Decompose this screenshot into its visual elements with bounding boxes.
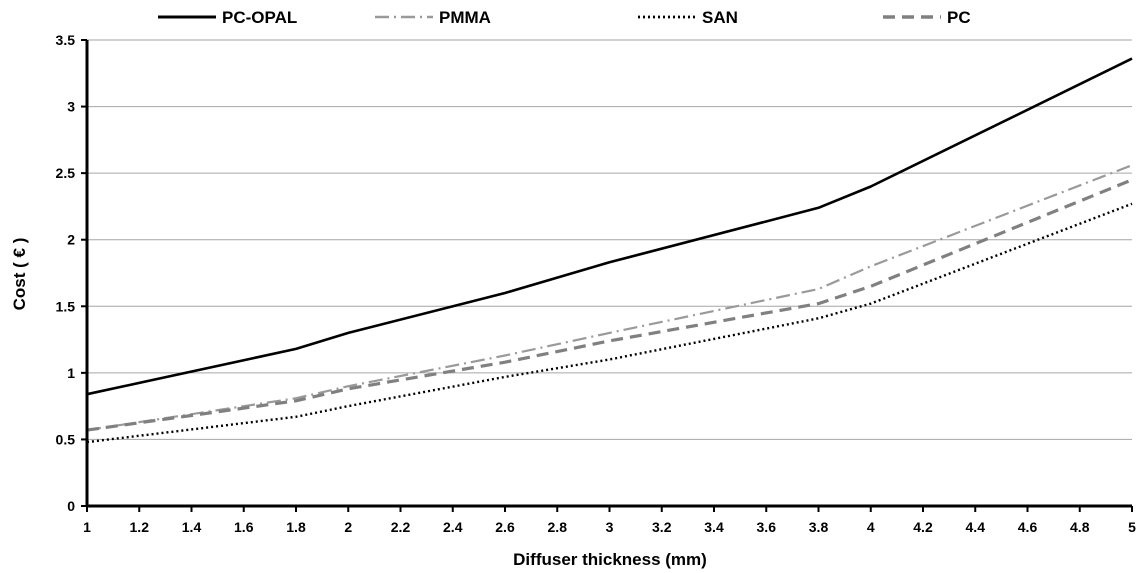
y-tick-label: 3	[67, 99, 75, 115]
y-tick-label: 1.5	[56, 298, 76, 314]
y-tick-label: 2.5	[56, 165, 76, 181]
y-axis-title: Cost ( € )	[10, 238, 29, 311]
legend-label-pc: PC	[947, 8, 971, 27]
x-tick-label: 3.6	[757, 519, 777, 535]
x-tick-label: 2	[344, 519, 352, 535]
series-line-san	[86, 202, 1133, 444]
x-tick-label: 3	[606, 519, 614, 535]
x-tick-label: 2.2	[391, 519, 411, 535]
x-tick-label: 1.8	[286, 519, 306, 535]
legend-label-pc-opal: PC-OPAL	[222, 8, 297, 27]
series-line-pc	[86, 178, 1133, 432]
legend: PC-OPAL PMMA SAN PC	[158, 8, 971, 27]
y-tick-label: 0	[67, 498, 75, 514]
x-tick-label: 3.2	[652, 519, 672, 535]
y-tick-label: 3.5	[56, 32, 76, 48]
x-tick-label: 4.8	[1070, 519, 1090, 535]
grid-layer	[87, 39, 1132, 440]
x-tick-label: 4.6	[1018, 519, 1038, 535]
x-tick-label: 1.2	[130, 519, 150, 535]
series-line-pc-opal	[86, 57, 1133, 396]
x-tick-label: 4.4	[966, 519, 986, 535]
x-tick-label: 3.8	[809, 519, 829, 535]
y-tick-label: 0.5	[56, 431, 76, 447]
legend-label-san: SAN	[702, 8, 738, 27]
x-tick-label: 3.4	[704, 519, 724, 535]
axes-layer: 0 0.5 1 1.5 2 2.5 3 3.5 1 1.2 1.4 1.6 1.8 2 2.2 2.4 2.6 2…	[56, 32, 1137, 535]
x-tick-label: 1	[83, 519, 91, 535]
legend-label-pmma: PMMA	[439, 8, 491, 27]
x-tick-label: 2.6	[495, 519, 515, 535]
x-tick-label: 2.8	[548, 519, 568, 535]
x-tick-label: 1.6	[234, 519, 254, 535]
x-axis-title: Diffuser thickness (mm)	[513, 550, 707, 569]
series-line-pmma	[86, 164, 1133, 432]
x-tick-label: 1.4	[182, 519, 202, 535]
x-tick-label: 4.2	[913, 519, 933, 535]
y-tick-label: 1	[67, 365, 75, 381]
x-tick-label: 4	[867, 519, 875, 535]
y-tick-label: 2	[67, 232, 75, 248]
x-tick-label: 5	[1128, 519, 1136, 535]
series-layer	[86, 57, 1133, 444]
x-tick-label: 2.4	[443, 519, 463, 535]
